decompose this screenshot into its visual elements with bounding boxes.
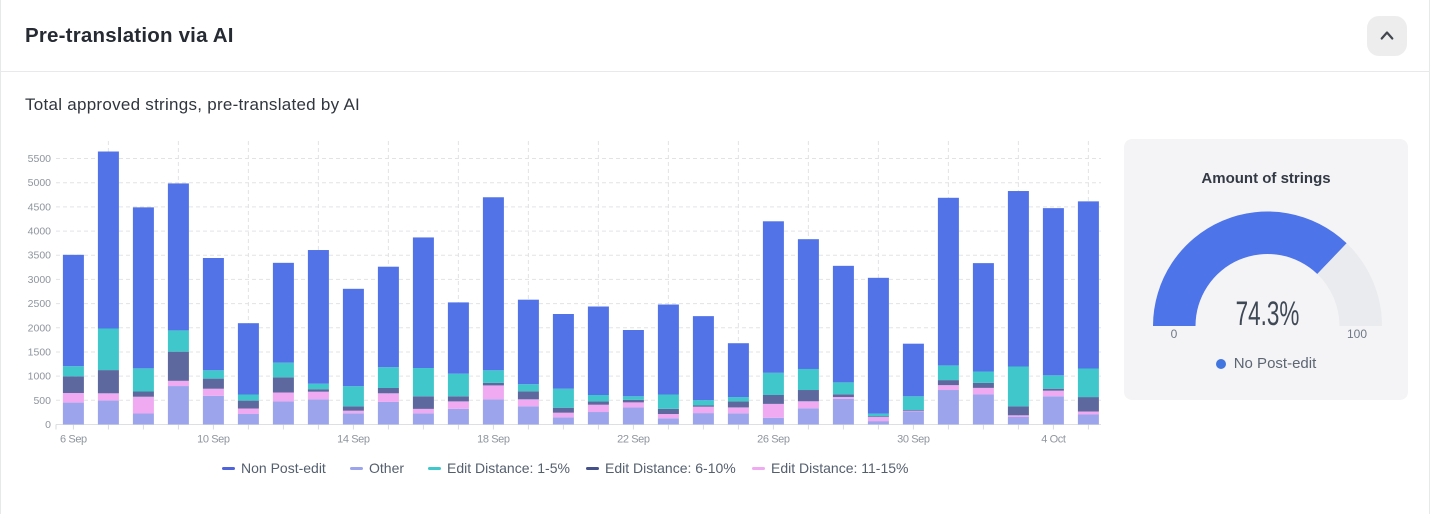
svg-text:3500: 3500 [28, 250, 52, 262]
svg-text:4000: 4000 [28, 226, 52, 238]
svg-text:6 Sep: 6 Sep [60, 434, 87, 446]
svg-text:0: 0 [45, 419, 51, 431]
svg-text:10 Sep: 10 Sep [197, 434, 230, 446]
svg-text:1000: 1000 [28, 371, 52, 383]
svg-text:2000: 2000 [28, 322, 52, 334]
svg-text:5500: 5500 [28, 153, 52, 165]
svg-text:1500: 1500 [28, 347, 52, 359]
svg-text:22 Sep: 22 Sep [617, 434, 650, 446]
svg-text:14 Sep: 14 Sep [337, 434, 370, 446]
svg-text:4500: 4500 [28, 201, 52, 213]
svg-text:3000: 3000 [28, 274, 52, 286]
svg-text:500: 500 [33, 395, 51, 407]
svg-text:26 Sep: 26 Sep [757, 434, 790, 446]
svg-text:5000: 5000 [28, 177, 52, 189]
svg-text:4 Oct: 4 Oct [1041, 434, 1066, 446]
svg-text:18 Sep: 18 Sep [477, 434, 510, 446]
svg-text:30 Sep: 30 Sep [897, 434, 930, 446]
svg-text:2500: 2500 [28, 298, 52, 310]
